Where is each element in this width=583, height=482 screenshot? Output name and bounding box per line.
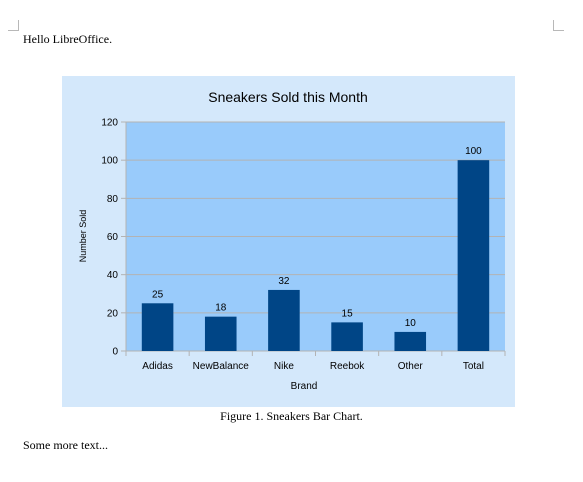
page-corner-marker-top-right: [553, 20, 564, 31]
data-label-other: 10: [405, 318, 417, 329]
x-tick-label-total: Total: [463, 361, 484, 372]
data-label-reebok: 15: [342, 308, 354, 319]
bar-reebok: [331, 322, 363, 351]
bar-newbalance: [204, 316, 237, 351]
bar-nike: [268, 289, 300, 351]
x-tick-label-nike: Nike: [274, 361, 294, 372]
document-paragraph-more[interactable]: Some more text...: [23, 438, 108, 452]
chart-object[interactable]: Sneakers Sold this Month 0 20 40 60 80 100 120…: [62, 76, 515, 407]
data-labels: 25 18 32 15 10 100: [152, 146, 482, 329]
chart-title: Sneakers Sold this Month: [208, 89, 368, 105]
x-tick-label-newbalance: NewBalance: [193, 361, 250, 372]
bar-other: [394, 331, 427, 351]
figure-caption[interactable]: Figure 1. Sneakers Bar Chart.: [220, 409, 363, 423]
data-label-total: 100: [465, 146, 482, 157]
x-tick-label-other: Other: [398, 361, 424, 372]
x-axis-ticks: Adidas NewBalance Nike Reebok Other Total: [125, 351, 506, 372]
x-axis-label: Brand: [291, 381, 318, 392]
data-label-newbalance: 18: [215, 303, 227, 314]
y-tick-label: 80: [107, 194, 119, 205]
y-tick-label: 100: [101, 156, 118, 167]
bars: [141, 160, 490, 351]
y-tick-label: 120: [101, 118, 118, 129]
y-tick-label: 0: [112, 347, 118, 358]
y-tick-label: 40: [107, 270, 119, 281]
page-corner-marker-top-left: [8, 20, 19, 31]
bar-total: [457, 160, 490, 351]
x-tick-label-reebok: Reebok: [330, 361, 365, 372]
y-tick-label: 20: [107, 308, 119, 319]
x-tick-label-adidas: Adidas: [142, 361, 173, 372]
document-paragraph-hello[interactable]: Hello LibreOffice.: [23, 32, 113, 46]
data-label-adidas: 25: [152, 289, 164, 300]
data-label-nike: 32: [278, 276, 290, 287]
y-tick-label: 60: [107, 232, 119, 243]
bar-adidas: [141, 303, 174, 351]
y-axis-label: Number Sold: [78, 210, 88, 263]
bar-chart: Sneakers Sold this Month 0 20 40 60 80 100 120…: [62, 76, 515, 407]
